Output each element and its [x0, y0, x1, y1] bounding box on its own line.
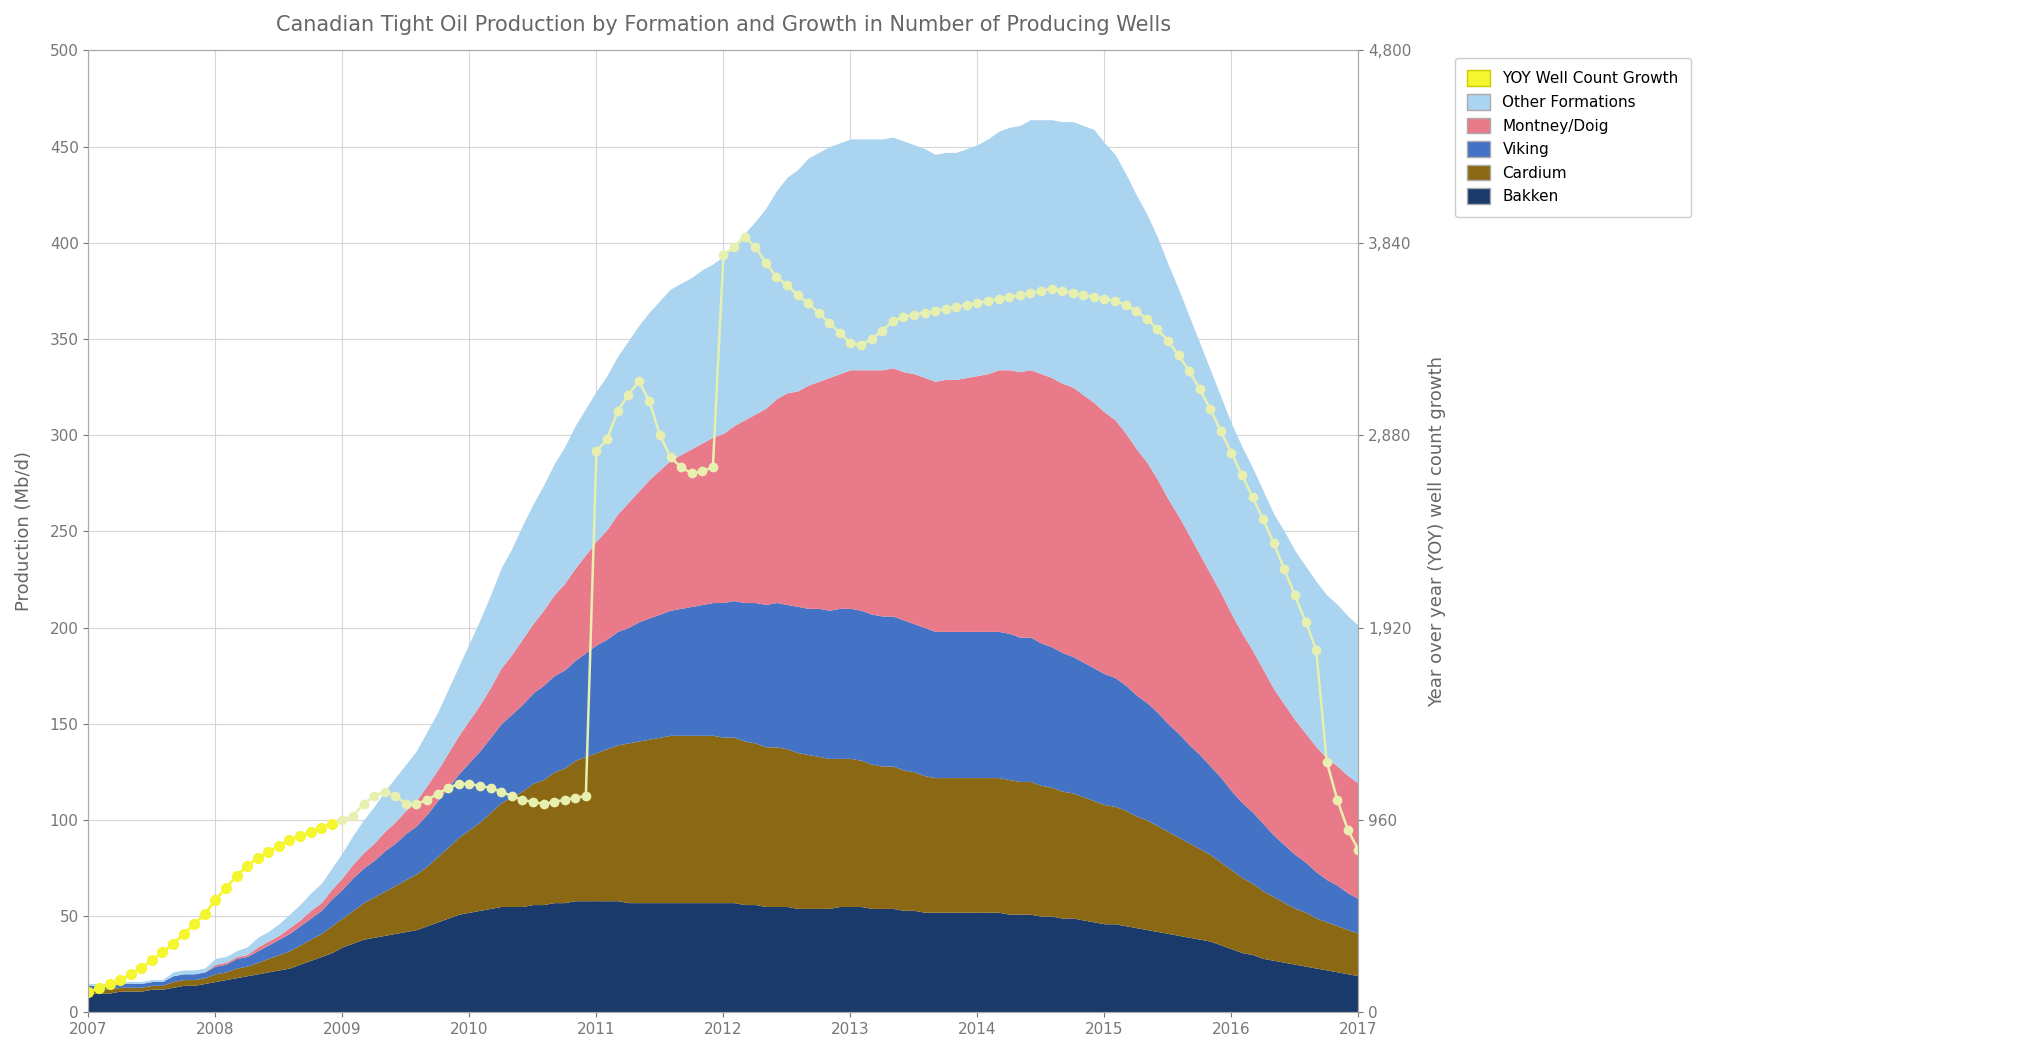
Title: Canadian Tight Oil Production by Formation and Growth in Number of Producing Wel: Canadian Tight Oil Production by Formati… [276, 15, 1170, 35]
Y-axis label: Production (Mb/d): Production (Mb/d) [14, 451, 33, 611]
Legend: YOY Well Count Growth, Other Formations, Montney/Doig, Viking, Cardium, Bakken: YOY Well Count Growth, Other Formations,… [1455, 58, 1691, 217]
Y-axis label: Year over year (YOY) well count growth: Year over year (YOY) well count growth [1428, 356, 1447, 707]
